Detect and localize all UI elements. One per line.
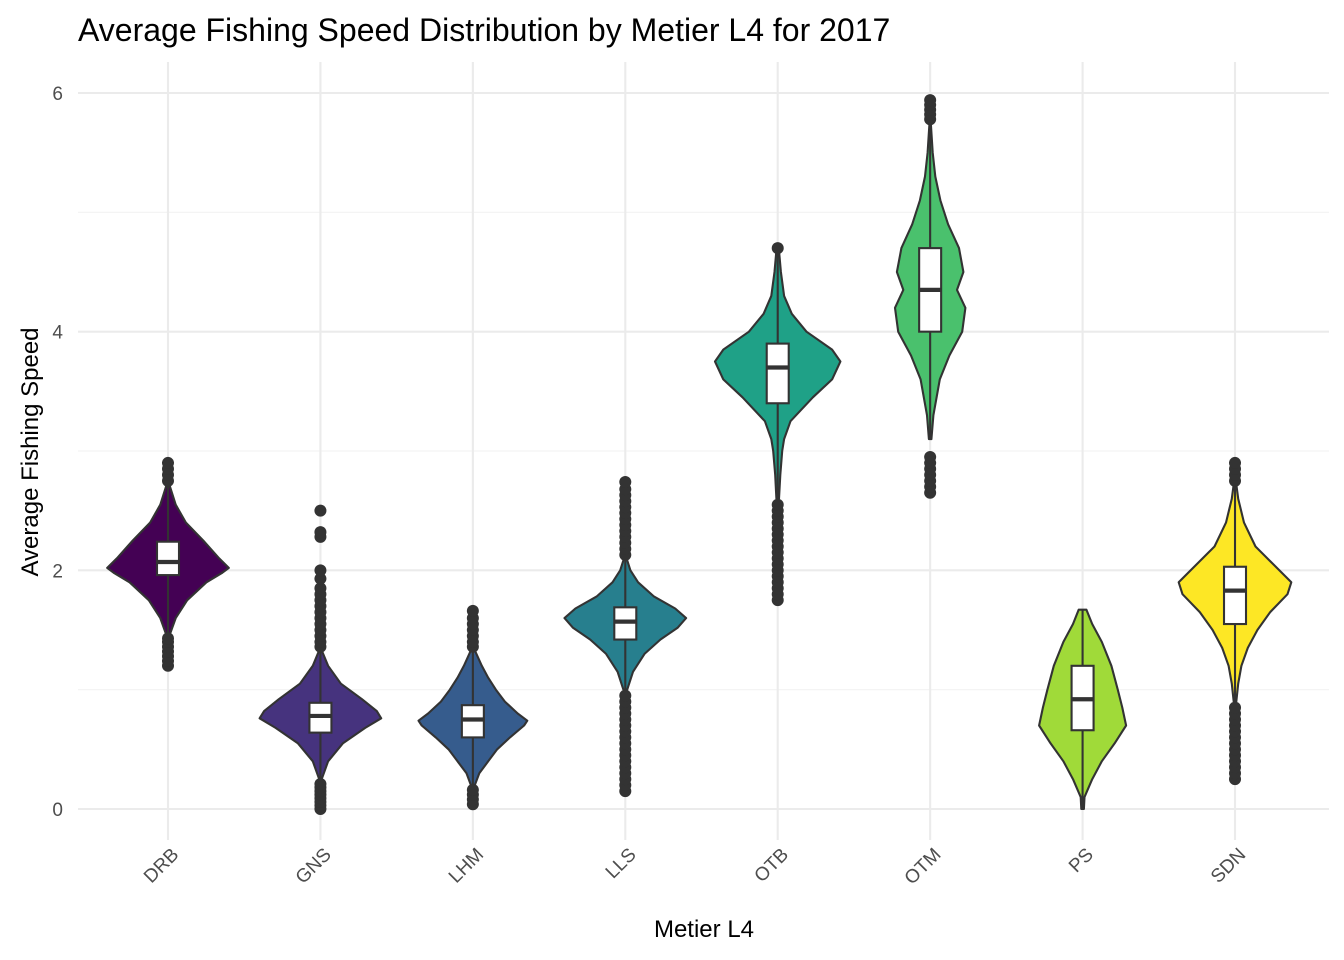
y-tick-label: 0 <box>52 800 63 821</box>
y-axis-title: Average Fishing Speed <box>17 327 44 576</box>
chart-title: Average Fishing Speed Distribution by Me… <box>78 12 890 48</box>
outlier-point <box>314 572 327 585</box>
outlier-point <box>466 783 479 796</box>
x-tick-label: LLS <box>602 844 641 883</box>
x-tick-label: PS <box>1065 844 1098 877</box>
box-iqr <box>765 342 790 405</box>
violin-group-lhm <box>417 604 529 811</box>
outlier-point <box>619 689 632 702</box>
outlier-point <box>924 94 937 107</box>
violin-group-otb <box>713 242 842 607</box>
x-tick-label: OTB <box>751 844 793 886</box>
outlier-point <box>314 504 327 517</box>
x-tick-label: GNS <box>292 844 336 888</box>
y-tick-label: 4 <box>52 323 63 344</box>
grid-layer <box>78 62 1329 840</box>
box-iqr <box>1222 565 1248 626</box>
violin-group-gns <box>258 504 383 815</box>
violin-group-otm <box>893 94 967 499</box>
x-tick-label: DRB <box>140 844 183 887</box>
outlier-point <box>924 450 937 463</box>
x-tick-label: LHM <box>445 844 488 887</box>
outlier-point <box>466 604 479 617</box>
outlier-point <box>1229 701 1242 714</box>
outlier-point <box>162 632 174 645</box>
outlier-point <box>771 498 784 511</box>
outlier-point <box>314 526 327 539</box>
outlier-point <box>619 476 632 489</box>
box-iqr <box>155 540 181 577</box>
outlier-point <box>771 242 784 255</box>
outlier-point <box>314 582 327 595</box>
x-tick-label: SDN <box>1207 844 1250 887</box>
x-tick-label: OTM <box>901 844 946 889</box>
outlier-point <box>314 777 327 790</box>
violin-group-sdn <box>1177 456 1293 786</box>
outlier-point <box>162 456 174 469</box>
outlier-point <box>314 564 327 577</box>
violins-layer <box>106 94 1293 815</box>
y-tick-label: 6 <box>52 84 63 105</box>
x-axis-title: Metier L4 <box>654 916 754 943</box>
violin-group-ps <box>1038 608 1128 811</box>
outlier-point <box>1229 456 1242 469</box>
violin-group-drb <box>106 456 230 672</box>
violin-group-lls <box>563 476 688 798</box>
y-tick-label: 2 <box>52 561 63 582</box>
